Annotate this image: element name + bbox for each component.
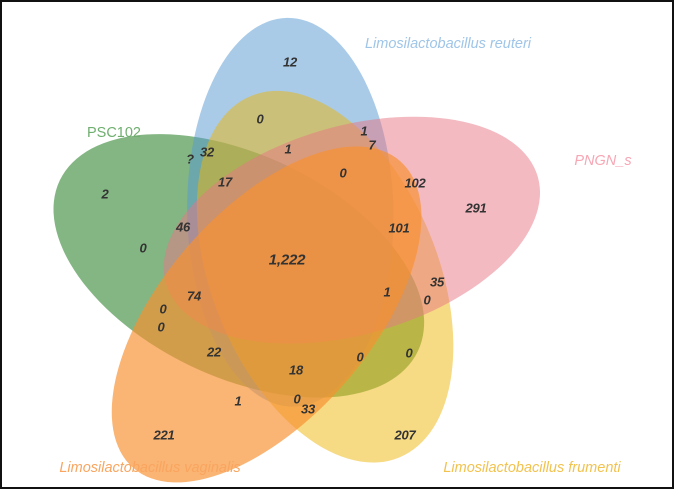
venn-ellipse-vaginalis bbox=[111, 146, 422, 483]
